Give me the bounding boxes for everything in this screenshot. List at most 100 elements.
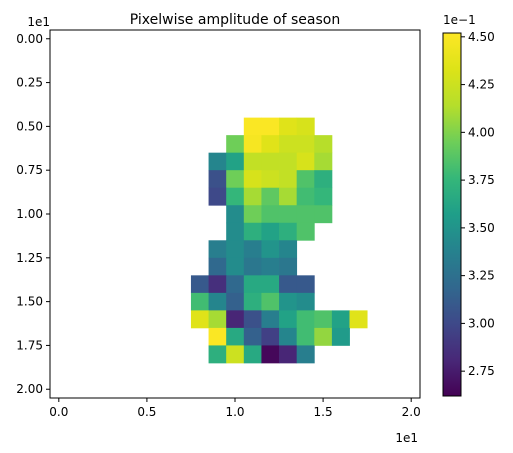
colorbar-tick-label: 2.75 <box>468 364 495 378</box>
heatmap-cell <box>331 327 350 346</box>
heatmap-cell <box>190 310 209 329</box>
colorbar-tick-label: 3.50 <box>468 221 495 235</box>
colorbar-tick-label: 3.75 <box>468 173 495 187</box>
heatmap-cell <box>226 275 245 294</box>
colorbar-tick-label: 4.00 <box>468 125 495 139</box>
heatmap-cell <box>279 345 298 364</box>
heatmap-cell <box>331 310 350 329</box>
heatmap-cell <box>261 135 280 154</box>
heatmap-cell <box>226 170 245 189</box>
heatmap-cell <box>208 152 227 171</box>
y-tick-label: 1.00 <box>16 207 43 221</box>
heatmap-cell <box>208 187 227 206</box>
heatmap-cell <box>208 345 227 364</box>
heatmap-cell <box>296 292 315 311</box>
heatmap-cell <box>296 327 315 346</box>
heatmap-cell <box>296 187 315 206</box>
heatmap-cell <box>314 327 333 346</box>
y-tick-label: 0.75 <box>16 163 43 177</box>
heatmap-cell <box>243 170 262 189</box>
heatmap-cell <box>279 135 298 154</box>
heatmap-cell <box>190 292 209 311</box>
colorbar-tick-label: 4.50 <box>468 30 495 44</box>
heatmap-cell <box>243 345 262 364</box>
heatmap-cell <box>261 205 280 224</box>
heatmap-cell <box>279 275 298 294</box>
heatmap-cell <box>261 345 280 364</box>
heatmap-cell <box>261 152 280 171</box>
heatmap-cell <box>261 170 280 189</box>
heatmap-cell <box>261 222 280 241</box>
heatmap-cell <box>226 310 245 329</box>
heatmap-cell <box>226 187 245 206</box>
x-tick-label: 1.5 <box>314 405 333 419</box>
heatmap-cell <box>314 187 333 206</box>
heatmap-cell <box>243 257 262 276</box>
heatmap-cell <box>279 222 298 241</box>
heatmap-cell <box>208 292 227 311</box>
heatmap-cell <box>226 345 245 364</box>
heatmap-cell <box>226 240 245 259</box>
heatmap-cell <box>279 240 298 259</box>
chart-title: Pixelwise amplitude of season <box>130 12 340 28</box>
heatmap-cell <box>226 135 245 154</box>
y-tick-label: 1.75 <box>16 338 43 352</box>
heatmap-cell <box>243 292 262 311</box>
heatmap-cell <box>226 222 245 241</box>
y-tick-label: 1.50 <box>16 295 43 309</box>
heatmap-cell <box>261 187 280 206</box>
heatmap-cell <box>226 257 245 276</box>
heatmap-cell <box>226 327 245 346</box>
heatmap-cell <box>279 152 298 171</box>
y-tick-label: 0.00 <box>16 32 43 46</box>
heatmap-cell <box>243 135 262 154</box>
colorbar <box>442 32 462 397</box>
heatmap-cell <box>208 170 227 189</box>
x-tick-label: 0.5 <box>137 405 156 419</box>
heatmap-cell <box>208 240 227 259</box>
y-offset-label: 1e1 <box>27 15 50 29</box>
colorbar-tick-label: 4.25 <box>468 78 495 92</box>
x-tick-label: 1.0 <box>225 405 244 419</box>
heatmap-cell <box>279 187 298 206</box>
heatmap-cell <box>243 205 262 224</box>
heatmap-cell <box>314 152 333 171</box>
heatmap-cell <box>208 310 227 329</box>
heatmap-cell <box>279 170 298 189</box>
heatmap-cell <box>261 240 280 259</box>
heatmap-cell <box>296 170 315 189</box>
heatmap-cell <box>226 152 245 171</box>
heatmap-cell <box>296 275 315 294</box>
heatmap-cell <box>279 205 298 224</box>
y-tick-label: 2.00 <box>16 382 43 396</box>
heatmap-cell <box>243 327 262 346</box>
heatmap-cell <box>296 345 315 364</box>
heatmap-cell <box>208 327 227 346</box>
y-tick-label: 0.50 <box>16 119 43 133</box>
y-tick-label: 1.25 <box>16 251 43 265</box>
heatmap-cell <box>279 327 298 346</box>
x-tick-label: 2.0 <box>402 405 421 419</box>
heatmap-cell <box>349 310 368 329</box>
colorbar-tick-label: 3.00 <box>468 316 495 330</box>
y-tick-label: 0.25 <box>16 76 43 90</box>
heatmap-cell <box>314 310 333 329</box>
heatmap-cell <box>243 240 262 259</box>
heatmap-cell <box>314 170 333 189</box>
heatmap-cell <box>314 135 333 154</box>
heatmap-cell <box>261 275 280 294</box>
heatmap-cell <box>279 257 298 276</box>
heatmap-cell <box>296 205 315 224</box>
heatmap-cells <box>190 117 368 364</box>
heatmap-cell <box>261 292 280 311</box>
heatmap-cell <box>208 257 227 276</box>
colorbar-axis: 2.75 3.00 3.25 3.50 3.75 4.00 4.25 4.50 <box>461 30 495 378</box>
heatmap-cell <box>243 187 262 206</box>
heatmap-cell <box>243 152 262 171</box>
heatmap-cell <box>243 275 262 294</box>
colorbar-offset-label: 1e−1 <box>443 13 476 27</box>
heatmap-cell <box>296 152 315 171</box>
heatmap-cell <box>261 327 280 346</box>
heatmap-cell <box>226 292 245 311</box>
heatmap-cell <box>243 222 262 241</box>
